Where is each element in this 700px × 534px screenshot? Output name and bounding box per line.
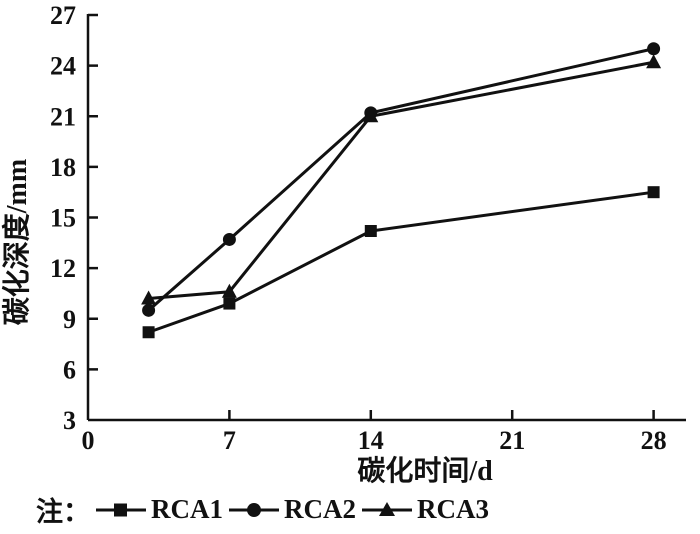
x-tick-label: 14 <box>358 426 384 455</box>
legend-label-rca3: RCA3 <box>417 494 489 524</box>
legend-note-prefix: 注： <box>36 497 90 527</box>
rca1-data-point <box>364 225 377 237</box>
chart-plot-area: 3 6 9 12 15 18 21 24 27 0 7 14 21 28 碳化时间/d 碳化深度/mm <box>1 1 686 487</box>
square-marker-icon <box>96 503 146 516</box>
y-tick-label: 15 <box>50 204 76 233</box>
rca3-data-point <box>363 108 379 123</box>
rca1-data-point <box>223 297 236 310</box>
rca2-data-point <box>142 303 156 317</box>
rca3-data-point <box>646 54 662 69</box>
y-tick-label: 9 <box>63 305 76 334</box>
legend-label-rca1: RCA1 <box>151 494 223 524</box>
rca1-data-point <box>142 326 155 339</box>
y-tick-label: 18 <box>50 153 76 182</box>
series-line-rca1 <box>148 190 654 334</box>
x-tick-label: 28 <box>641 426 667 455</box>
y-axis-title: 碳化深度/mm <box>1 159 33 325</box>
rca1-data-point <box>647 186 660 199</box>
series-line-rca3 <box>148 60 654 300</box>
legend-item-rca1: RCA1 <box>96 494 223 525</box>
legend-item-rca3: RCA3 <box>362 494 489 525</box>
rca3-data-point <box>141 290 157 305</box>
y-tick-label: 6 <box>63 355 76 384</box>
rca3-data-point <box>221 283 237 298</box>
rca2-data-point <box>222 232 236 246</box>
legend: 注： RCA1 RCA2 RCA3 <box>36 490 489 529</box>
x-tick-label: 7 <box>223 426 236 455</box>
y-tick-label: 21 <box>50 102 76 131</box>
y-tick-label: 27 <box>50 1 76 30</box>
legend-label-rca2: RCA2 <box>284 494 356 524</box>
series-line-rca2 <box>147 47 654 312</box>
y-tick-label: 3 <box>63 406 76 435</box>
x-tick-label: 0 <box>82 426 95 455</box>
x-axis-title: 碳化时间/d <box>357 455 493 487</box>
x-tick-label: 21 <box>499 426 525 455</box>
legend-item-rca2: RCA2 <box>229 494 356 525</box>
y-tick-label: 12 <box>50 254 76 283</box>
y-tick-label: 24 <box>50 52 76 81</box>
triangle-marker-icon <box>362 501 412 516</box>
circle-marker-icon <box>229 502 279 517</box>
rca2-data-point <box>647 42 661 56</box>
